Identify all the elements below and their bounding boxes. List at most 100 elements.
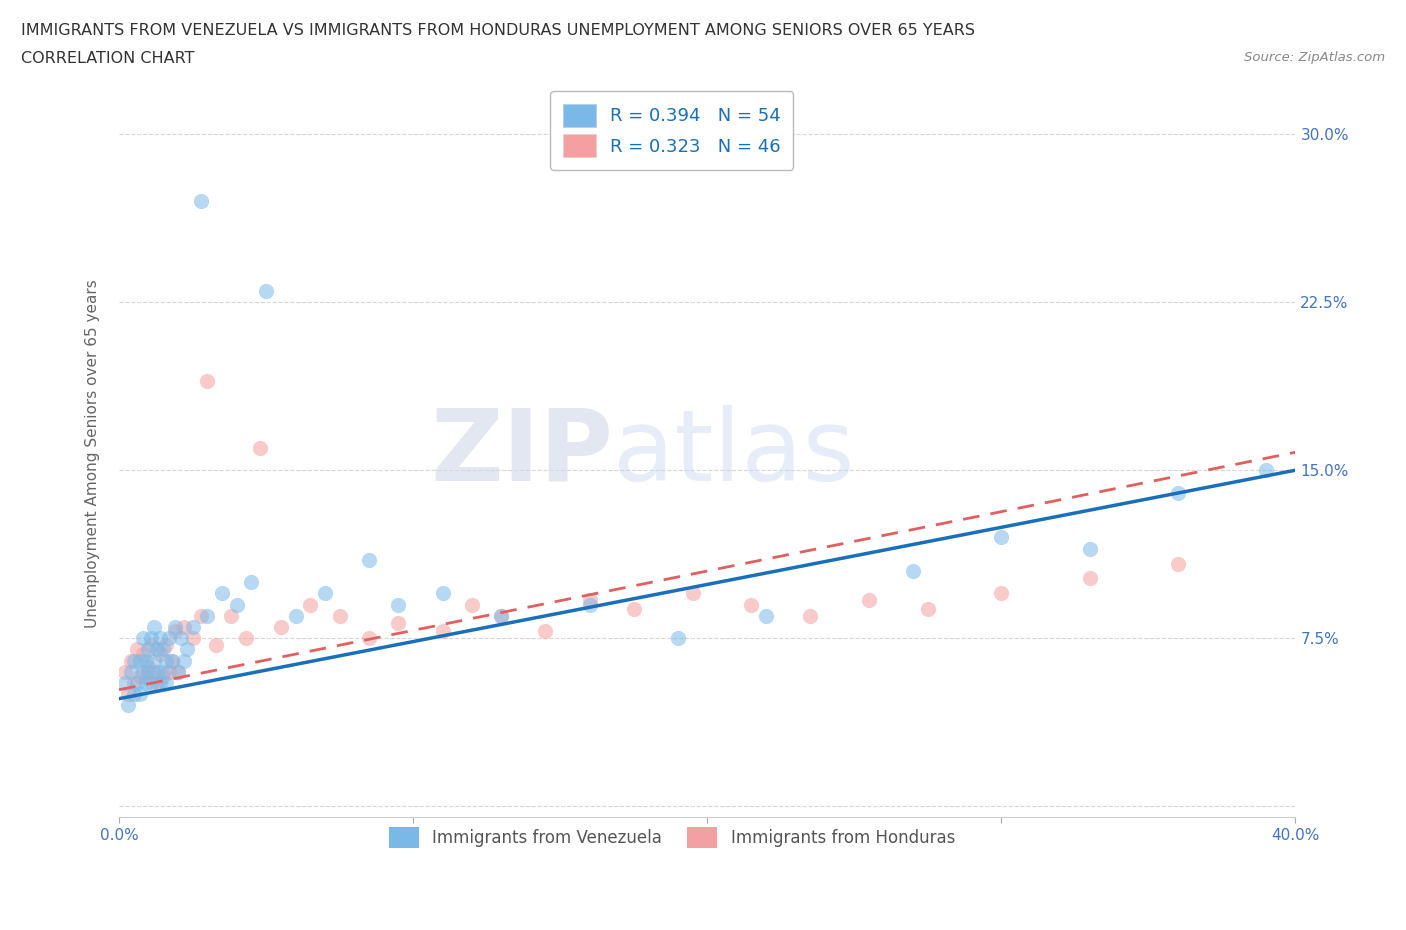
Point — [858, 592, 880, 607]
Point — [578, 592, 600, 607]
Text: ZIP: ZIP — [430, 405, 613, 502]
Point — [432, 624, 454, 639]
Point — [181, 631, 204, 645]
Point — [141, 631, 163, 645]
Point — [1167, 485, 1189, 500]
Text: CORRELATION CHART: CORRELATION CHART — [21, 51, 194, 66]
Point — [211, 586, 233, 601]
Point — [117, 686, 139, 701]
Point — [284, 608, 307, 623]
Point — [170, 631, 193, 645]
Point — [146, 664, 169, 679]
Point — [152, 669, 174, 684]
Point — [149, 646, 172, 661]
Point — [235, 631, 257, 645]
Point — [141, 637, 163, 652]
Point — [254, 284, 277, 299]
Point — [143, 664, 166, 679]
Point — [461, 597, 484, 612]
Point — [1078, 541, 1101, 556]
Point — [901, 564, 924, 578]
Point — [219, 608, 242, 623]
Point — [122, 653, 145, 668]
Point — [143, 653, 166, 668]
Point — [578, 597, 600, 612]
Point — [152, 664, 174, 679]
Point — [146, 642, 169, 657]
Point — [114, 664, 136, 679]
Point — [240, 575, 263, 590]
Point — [534, 624, 557, 639]
Point — [163, 619, 186, 634]
Point — [387, 597, 409, 612]
Point — [155, 637, 177, 652]
Point — [125, 675, 148, 690]
Point — [357, 631, 380, 645]
Point — [270, 619, 292, 634]
Point — [225, 597, 247, 612]
Point — [755, 608, 778, 623]
Point — [491, 608, 513, 623]
Point — [357, 552, 380, 567]
Point — [128, 669, 150, 684]
Point — [157, 631, 180, 645]
Point — [157, 664, 180, 679]
Point — [134, 675, 156, 690]
Point — [917, 602, 939, 617]
Point — [432, 586, 454, 601]
Point — [181, 619, 204, 634]
Point — [195, 608, 218, 623]
Point — [167, 664, 190, 679]
Point — [131, 646, 153, 661]
Point — [195, 373, 218, 388]
Point — [314, 586, 336, 601]
Point — [122, 675, 145, 690]
Point — [155, 675, 177, 690]
Point — [128, 686, 150, 701]
Point — [143, 619, 166, 634]
Point — [134, 669, 156, 684]
Point — [122, 686, 145, 701]
Point — [623, 602, 645, 617]
Point — [114, 675, 136, 690]
Point — [249, 441, 271, 456]
Point — [152, 642, 174, 657]
Point — [190, 608, 212, 623]
Point — [160, 653, 183, 668]
Text: Source: ZipAtlas.com: Source: ZipAtlas.com — [1244, 51, 1385, 64]
Point — [138, 660, 160, 675]
Point — [299, 597, 322, 612]
Point — [131, 664, 153, 679]
Point — [173, 619, 195, 634]
Point — [1078, 570, 1101, 585]
Point — [799, 608, 821, 623]
Point — [120, 653, 142, 668]
Point — [176, 642, 198, 657]
Point — [146, 675, 169, 690]
Point — [160, 653, 183, 668]
Point — [163, 624, 186, 639]
Text: IMMIGRANTS FROM VENEZUELA VS IMMIGRANTS FROM HONDURAS UNEMPLOYMENT AMONG SENIORS: IMMIGRANTS FROM VENEZUELA VS IMMIGRANTS … — [21, 23, 976, 38]
Point — [167, 664, 190, 679]
Text: atlas: atlas — [613, 405, 855, 502]
Point — [149, 631, 172, 645]
Point — [120, 664, 142, 679]
Point — [138, 642, 160, 657]
Point — [173, 653, 195, 668]
Point — [387, 615, 409, 630]
Point — [990, 586, 1012, 601]
Point — [205, 637, 228, 652]
Point — [125, 642, 148, 657]
Point — [117, 698, 139, 713]
Point — [682, 586, 704, 601]
Point — [138, 664, 160, 679]
Point — [128, 653, 150, 668]
Point — [491, 608, 513, 623]
Point — [666, 631, 689, 645]
Legend: Immigrants from Venezuela, Immigrants from Honduras: Immigrants from Venezuela, Immigrants fr… — [377, 816, 966, 860]
Point — [141, 675, 163, 690]
Point — [990, 530, 1012, 545]
Point — [740, 597, 762, 612]
Point — [131, 631, 153, 645]
Y-axis label: Unemployment Among Seniors over 65 years: Unemployment Among Seniors over 65 years — [86, 279, 100, 628]
